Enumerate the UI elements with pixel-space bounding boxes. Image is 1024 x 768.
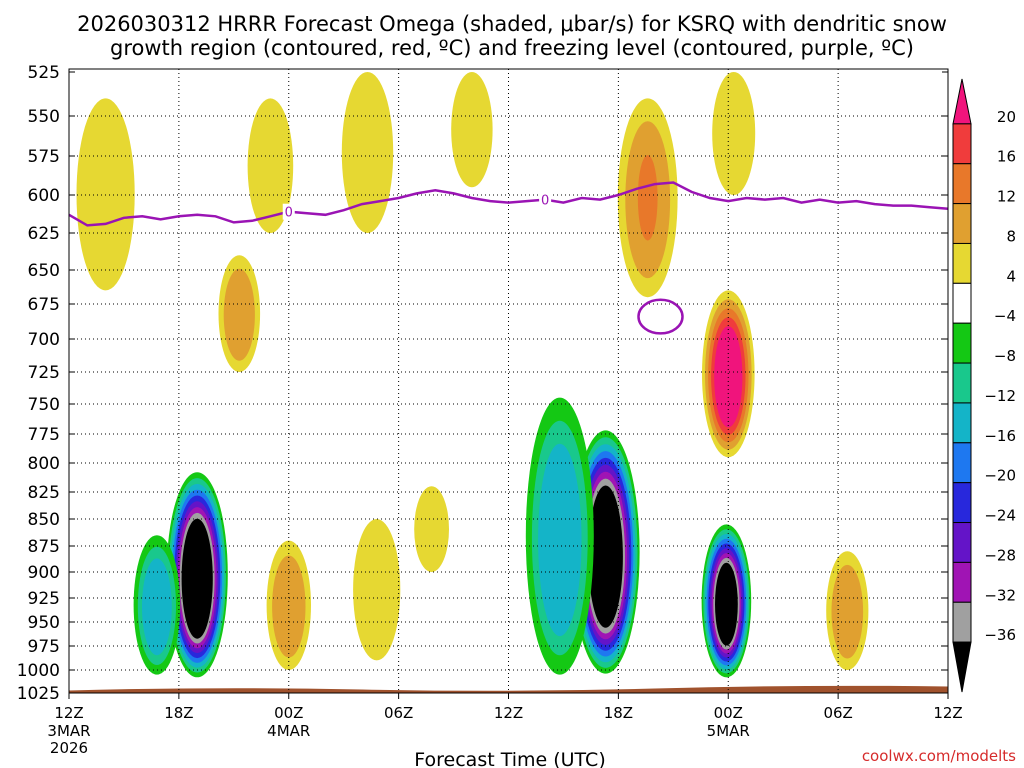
y-tick-label: 625 [28, 224, 60, 244]
x-tick-label: 12Z [933, 704, 962, 722]
grid-lines [69, 69, 948, 693]
colorbar-bin [952, 322, 972, 364]
x-tick-label: 00Z [274, 704, 303, 722]
omega-core-descent-low-far [368, 559, 385, 621]
y-tick-label: 950 [28, 613, 60, 633]
colorbar-label: −20 [984, 467, 1016, 485]
omega-core-ascent-right-flank [548, 476, 571, 596]
colorbar-label: −16 [984, 427, 1016, 445]
y-tick-label: 850 [28, 510, 60, 530]
colorbar-label: 4 [1006, 267, 1016, 285]
omega-core-ascent-core-3 [718, 568, 735, 634]
x-tick-label: 06Z [823, 704, 852, 722]
omega-core-descent-upper-center [465, 104, 479, 155]
x-tick-label: 00Z [714, 704, 743, 722]
colorbar: 20 16 12 8 4 −4 −8 −12 −16 −20 −24 −28 −32 −36 [952, 78, 1016, 693]
omega-core-descent-upper-left [637, 155, 658, 241]
colorbar-bin [952, 402, 972, 444]
y-tick-label: 825 [28, 483, 60, 503]
y-tick-label: 925 [28, 589, 60, 609]
x-tick-label: 18Z [604, 704, 633, 722]
colorbar-bin [952, 282, 972, 324]
colorbar-label: −8 [994, 347, 1016, 365]
y-tick-label: 1025 [17, 684, 60, 704]
omega-core-descent-upper-right [726, 107, 741, 160]
freezing-level-label: 0 [285, 206, 293, 221]
x-tick-label: 06Z [384, 704, 413, 722]
colorbar-bin [952, 522, 972, 563]
freezing-level-label-bg [282, 203, 295, 220]
omega-core-descent-upper-far-left [96, 153, 116, 236]
colorbar-label: −36 [984, 626, 1016, 644]
freezing-level-label: 0 [541, 194, 549, 209]
omega-core-ascent-left-band [149, 574, 165, 635]
colorbar-label: 16 [997, 148, 1016, 166]
omega-core-descent-mid-left [232, 288, 247, 339]
colorbar-label: −28 [984, 546, 1016, 564]
y-tick-label: 550 [28, 107, 60, 127]
y-tick-label: 900 [28, 563, 60, 583]
omega-core-ascent-core-2 [594, 499, 617, 605]
y-tick-label: 750 [28, 395, 60, 415]
y-tick-label: 875 [28, 537, 60, 557]
y-tick-label: 700 [28, 330, 60, 350]
x-date-label: 4MAR [267, 722, 310, 740]
colorbar-bin [952, 242, 972, 284]
colorbar-bin-bottom [952, 641, 972, 693]
chart-title-line-2: growth region (contoured, red, ºC) and f… [110, 36, 914, 60]
y-tick-label: 600 [28, 186, 60, 206]
y-axis: 525 550 575 600 625 650 675 700 725 750 775 800 825 8… [17, 63, 948, 704]
colorbar-bin [952, 123, 972, 165]
colorbar-bin [952, 601, 972, 643]
x-date-label: 2026 [50, 739, 88, 757]
x-date-label: 3MAR [47, 722, 90, 740]
omega-core-ascent-core-1 [187, 530, 208, 619]
omega-field [76, 72, 869, 678]
freezing-level-line [68, 181, 949, 227]
freezing-level-label-bg [539, 191, 552, 208]
surface-terrain [69, 685, 948, 693]
colorbar-bin [952, 482, 972, 524]
freezing-level-contour: 00 [68, 181, 949, 335]
colorbar-label: −32 [984, 586, 1016, 604]
colorbar-bin [952, 163, 972, 205]
colorbar-label: −4 [994, 307, 1016, 325]
omega-core-descent-upper-mid [359, 117, 376, 188]
colorbar-bin [952, 442, 972, 484]
x-tick-label: 12Z [54, 704, 83, 722]
x-tick-label: 12Z [494, 704, 523, 722]
omega-core-descent-upper-nine [262, 136, 278, 195]
y-tick-label: 575 [28, 147, 60, 167]
y-tick-label: 675 [28, 295, 60, 315]
y-tick-label: 975 [28, 637, 60, 657]
colorbar-bin [952, 203, 972, 244]
y-tick-label: 650 [28, 261, 60, 281]
colorbar-label: 8 [1006, 228, 1016, 246]
y-tick-label: 800 [28, 454, 60, 474]
colorbar-label: 20 [997, 108, 1016, 126]
omega-core-descent-low-mid [425, 510, 438, 548]
omega-core-descent-low-right [840, 585, 855, 637]
surface-fill [69, 685, 948, 693]
colorbar-bin-top [952, 78, 972, 125]
y-tick-label: 725 [28, 363, 60, 383]
freezing-level-closed-contour [637, 298, 684, 335]
x-date-label: 5MAR [707, 722, 750, 740]
chart-title-line-1: 2026030312 HRRR Forecast Omega (shaded, … [77, 12, 947, 36]
y-tick-label: 525 [28, 63, 60, 83]
credit-link[interactable]: coolwx.com/modelts [862, 747, 1016, 765]
colorbar-bin [952, 362, 972, 404]
colorbar-label: −12 [984, 387, 1016, 405]
y-tick-label: 1000 [17, 661, 60, 681]
y-tick-label: 775 [28, 425, 60, 445]
colorbar-label: −24 [984, 507, 1016, 525]
x-axis-title: Forecast Time (UTC) [414, 749, 605, 768]
colorbar-bin [952, 561, 972, 603]
colorbar-label: 12 [997, 188, 1016, 206]
x-tick-label: 18Z [164, 704, 193, 722]
